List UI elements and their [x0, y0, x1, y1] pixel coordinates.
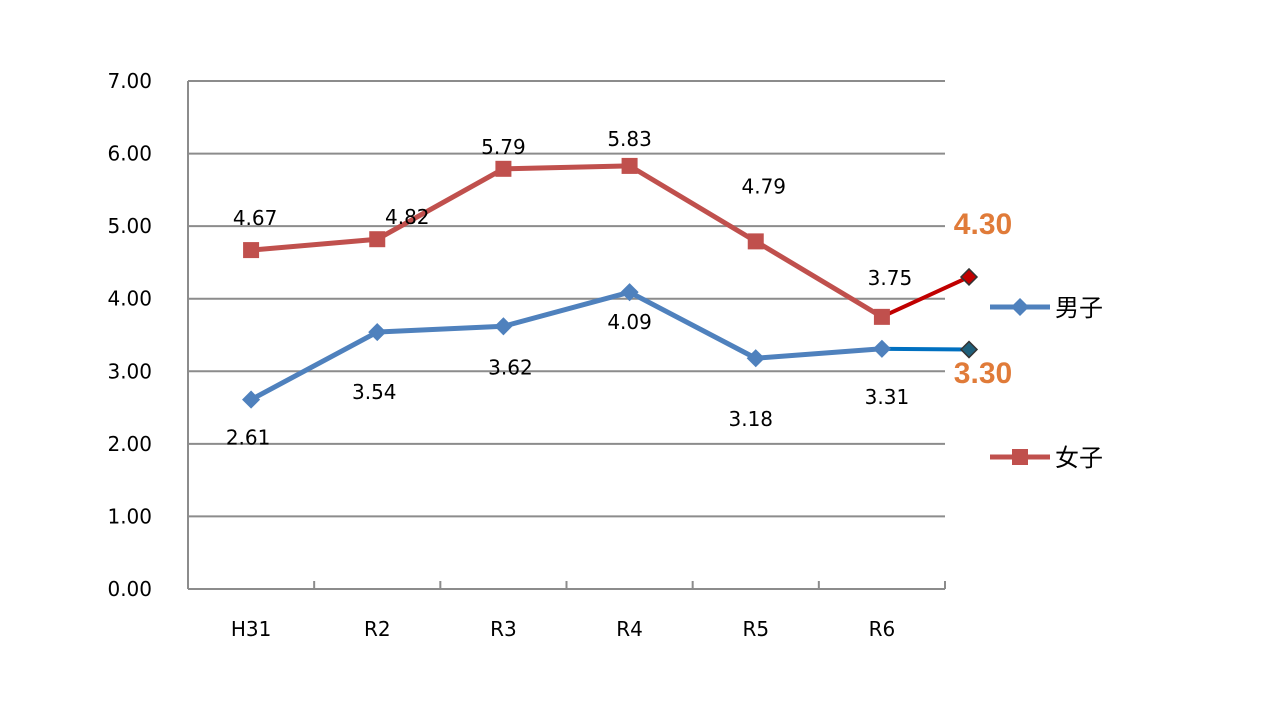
x-tick-label: R4 [616, 617, 643, 641]
legend-marker [1012, 449, 1028, 465]
data-label: 3.75 [868, 266, 913, 290]
series-line [250, 163, 884, 320]
series-1: 4.67 4.82 5.79 5.83 4.79 3.75 4.30 [233, 127, 1012, 325]
data-label: 4.82 [385, 205, 430, 229]
data-point [620, 283, 639, 302]
y-tick-label: 1.00 [107, 504, 152, 528]
data-label: 4.09 [607, 310, 652, 334]
data-label: 5.79 [481, 135, 526, 159]
y-tick-label: 4.00 [107, 287, 152, 311]
data-point [495, 160, 512, 177]
y-tick-label: 3.00 [107, 359, 152, 383]
projection-point [959, 267, 979, 287]
data-label: 2.61 [226, 426, 271, 450]
x-tick-label: H31 [231, 617, 272, 641]
y-tick-label: 2.00 [107, 432, 152, 456]
x-tick-label: R2 [364, 617, 391, 641]
series-line [249, 289, 883, 402]
legend-marker [1010, 297, 1030, 317]
series-group: 2.61 3.54 3.62 4.09 3.18 3.31 3.30 4.67 4.82 5.79… [226, 127, 1012, 450]
series-0: 2.61 3.54 3.62 4.09 3.18 3.31 3.30 [226, 283, 1012, 450]
data-point [243, 242, 260, 259]
data-label: 4.67 [233, 206, 278, 230]
data-point [494, 317, 513, 336]
projection-label: 4.30 [954, 208, 1012, 241]
data-point [368, 323, 387, 342]
data-point [621, 157, 638, 174]
data-point [873, 308, 890, 325]
data-label: 3.18 [728, 407, 773, 431]
gridlines [188, 80, 945, 518]
y-tick-label: 6.00 [107, 142, 152, 166]
y-tick-label: 5.00 [107, 214, 152, 238]
y-tick-labels: 0.00 1.00 2.00 3.00 4.00 5.00 6.00 7.00 [107, 69, 152, 601]
data-label: 5.83 [607, 127, 652, 151]
data-point [242, 390, 261, 409]
data-label: 3.31 [865, 385, 910, 409]
data-label: 4.79 [741, 174, 786, 198]
projection-line [881, 275, 970, 319]
axes [187, 81, 946, 590]
data-point [746, 349, 765, 368]
data-point [872, 339, 891, 358]
projection-line [881, 346, 970, 352]
data-point [747, 233, 764, 250]
y-tick-label: 0.00 [107, 577, 152, 601]
projection-label: 3.30 [954, 357, 1012, 390]
projection-point [959, 340, 979, 359]
y-tick-label: 7.00 [107, 69, 152, 93]
legend-label: 男子 [1055, 294, 1103, 322]
x-tick-labels: H31 R2 R3 R4 R5 R6 [231, 617, 895, 641]
x-tick-label: R5 [742, 617, 769, 641]
data-point [369, 231, 386, 248]
data-label: 3.54 [352, 380, 397, 404]
x-tick-label: R6 [869, 617, 896, 641]
data-label: 3.62 [488, 355, 533, 379]
x-tick-label: R3 [490, 617, 517, 641]
legend-label: 女子 [1055, 444, 1103, 472]
